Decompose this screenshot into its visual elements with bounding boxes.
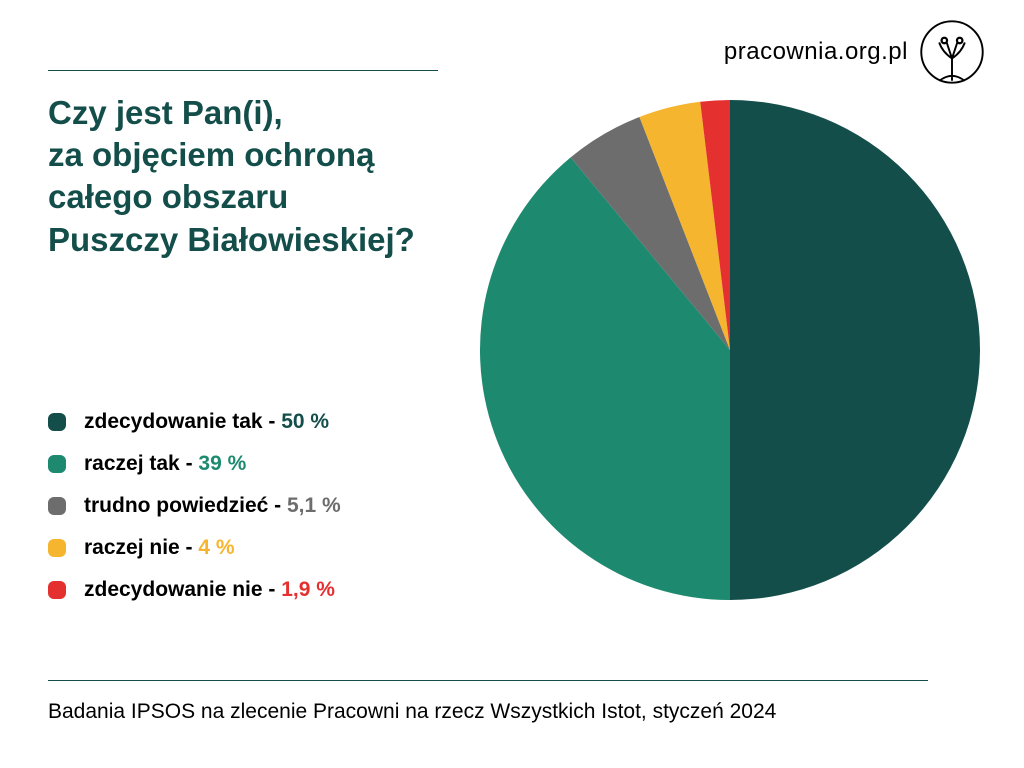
legend-label: zdecydowanie nie - 1,9 % (84, 578, 335, 602)
legend-value: 4 % (198, 536, 234, 559)
legend-item-raczej_tak: raczej tak - 39 % (48, 452, 341, 476)
legend-label: raczej nie - 4 % (84, 536, 235, 560)
legend-swatch (48, 539, 66, 557)
legend-value: 5,1 % (287, 494, 341, 517)
legend-item-zdecydowanie_nie: zdecydowanie nie - 1,9 % (48, 578, 341, 602)
legend-value: 1,9 % (281, 578, 335, 601)
legend-label-text: zdecydowanie nie - (84, 578, 281, 601)
legend-label: zdecydowanie tak - 50 % (84, 410, 329, 434)
legend-label-text: zdecydowanie tak - (84, 410, 281, 433)
footer-text: Badania IPSOS na zlecenie Pracowni na rz… (48, 700, 776, 724)
legend-label-text: trudno powiedzieć - (84, 494, 287, 517)
question-title: Czy jest Pan(i), za objęciem ochroną cał… (48, 92, 468, 261)
site-url: pracownia.org.pl (724, 38, 908, 66)
legend-label: trudno powiedzieć - 5,1 % (84, 494, 341, 518)
legend-label-text: raczej tak - (84, 452, 198, 475)
question-line: Czy jest Pan(i), (48, 92, 468, 134)
legend-label: raczej tak - 39 % (84, 452, 246, 476)
legend-item-raczej_nie: raczej nie - 4 % (48, 536, 341, 560)
divider-top (48, 70, 438, 71)
legend-swatch (48, 455, 66, 473)
legend-label-text: raczej nie - (84, 536, 198, 559)
legend-swatch (48, 497, 66, 515)
divider-bottom (48, 680, 928, 681)
header: pracownia.org.pl (724, 20, 984, 84)
question-line: Puszczy Białowieskiej? (48, 219, 468, 261)
question-line: całego obszaru (48, 176, 468, 218)
pie-chart (480, 100, 980, 600)
pie-slice-zdecydowanie_tak (730, 100, 980, 600)
legend-item-zdecydowanie_tak: zdecydowanie tak - 50 % (48, 410, 341, 434)
legend-item-trudno: trudno powiedzieć - 5,1 % (48, 494, 341, 518)
question-line: za objęciem ochroną (48, 134, 468, 176)
legend-swatch (48, 581, 66, 599)
logo-icon (920, 20, 984, 84)
legend-value: 39 % (198, 452, 246, 475)
legend-swatch (48, 413, 66, 431)
legend: zdecydowanie tak - 50 % raczej tak - 39 %… (48, 410, 341, 602)
legend-value: 50 % (281, 410, 329, 433)
